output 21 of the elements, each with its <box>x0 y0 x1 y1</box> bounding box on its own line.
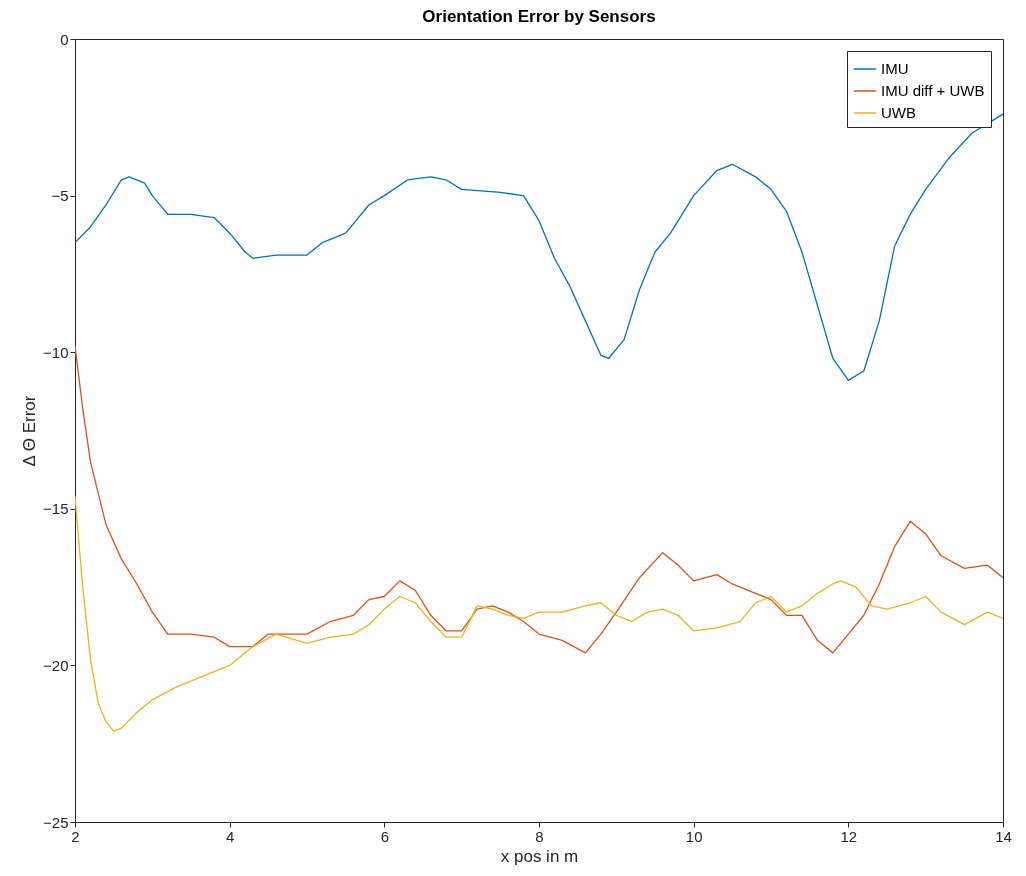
x-tick-label: 4 <box>225 827 235 845</box>
x-tick-label: 12 <box>840 827 858 845</box>
legend-label: IMU <box>881 60 909 77</box>
chart-title: Orientation Error by Sensors <box>422 7 656 26</box>
y-tick-label: −25 <box>43 813 69 831</box>
y-tick-label: −15 <box>43 500 69 518</box>
x-tick-label: 2 <box>71 827 80 845</box>
line-series <box>75 345 1003 654</box>
y-tick-label: −20 <box>43 656 69 674</box>
legend-label: IMU diff + UWB <box>881 82 985 99</box>
y-tick-label: 0 <box>60 30 69 48</box>
legend-label: UWB <box>881 104 916 121</box>
x-axis-title: x pos in m <box>500 846 579 866</box>
line-series <box>75 495 1003 732</box>
y-tick-label: −5 <box>51 187 69 205</box>
x-tick-label: 14 <box>995 827 1012 845</box>
y-axis-title: Δ Θ Error <box>20 395 40 467</box>
x-tick-label: 8 <box>535 827 544 845</box>
x-tick-label: 6 <box>380 827 390 845</box>
y-tick-label: −10 <box>43 343 69 361</box>
x-tick-label: 10 <box>685 827 703 845</box>
